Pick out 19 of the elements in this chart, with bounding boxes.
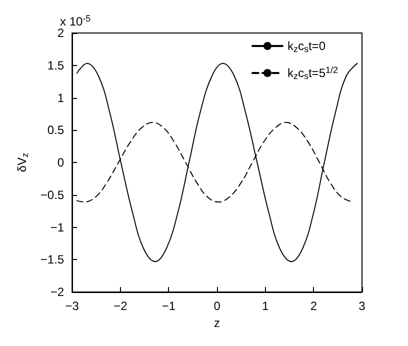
y-tick-label: −0.5 bbox=[40, 188, 64, 202]
y-tick-label: 1.5 bbox=[47, 58, 64, 72]
y-tick-label: 0 bbox=[57, 156, 64, 170]
line-series bbox=[76, 62, 358, 262]
x-axis-title: z bbox=[214, 316, 220, 330]
y-tick-label: 0.5 bbox=[47, 123, 64, 138]
x-tick-label: 1 bbox=[262, 299, 270, 313]
y-tick-label: −1.5 bbox=[40, 252, 64, 267]
y-tick-label: −2 bbox=[50, 285, 64, 299]
x-tick-label: 2 bbox=[310, 299, 318, 313]
y-tick-label: 2 bbox=[57, 26, 64, 40]
x-tick-label: 0 bbox=[214, 299, 221, 313]
x-tick-label: −1 bbox=[162, 299, 176, 313]
y-tick-label: −1 bbox=[50, 220, 64, 234]
y-tick-label: 1 bbox=[57, 90, 64, 105]
x-tick-label: −2 bbox=[114, 299, 128, 313]
x-tick-label: −3 bbox=[65, 299, 80, 313]
x-tick-label: 3 bbox=[358, 299, 366, 313]
y-axis-title: δVz bbox=[15, 152, 30, 172]
